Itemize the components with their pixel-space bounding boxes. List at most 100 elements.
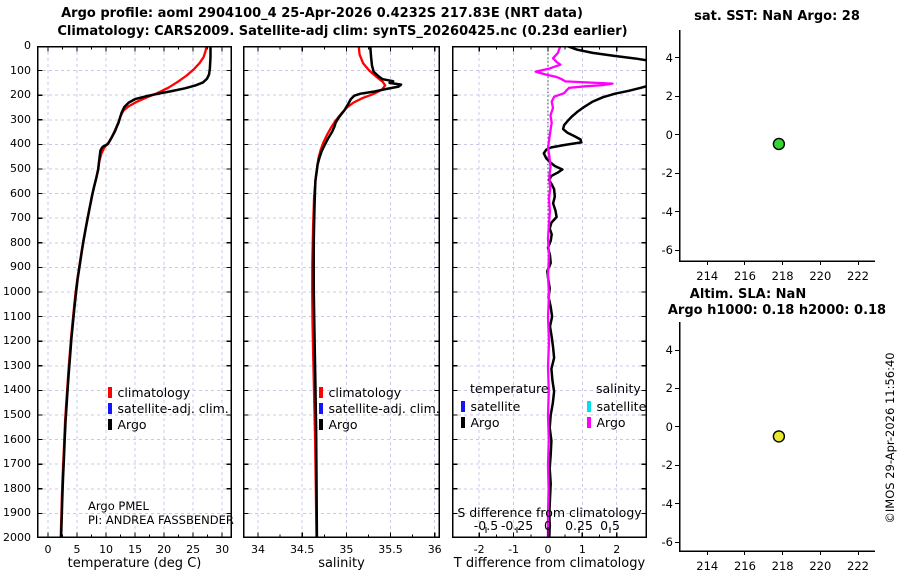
legend-item: Argo — [319, 416, 440, 432]
legend-swatch-argo — [319, 418, 323, 430]
tick-label: -4 — [661, 204, 673, 219]
axis-tick — [675, 95, 679, 97]
axis-tick — [675, 134, 679, 136]
difference-temperature-legend: temperature satellite Argo — [461, 381, 549, 430]
tick-label: 216 — [733, 559, 756, 573]
tick-label: -0.25 — [500, 518, 534, 533]
axis-tick — [744, 261, 746, 265]
temperature-profile-plot — [37, 46, 232, 538]
tick-label: 2 — [665, 381, 673, 396]
legend-item: satellite — [461, 398, 549, 414]
tick-label: 0 — [24, 39, 31, 52]
tick-label: 1300 — [3, 358, 31, 372]
tick-label: 900 — [10, 260, 31, 274]
axis-tick — [819, 551, 821, 555]
tick-label: -1 — [508, 543, 520, 556]
legend-item: satellite — [587, 398, 646, 414]
tick-label: 15 — [128, 543, 143, 556]
legend-label: satellite — [596, 398, 647, 414]
tick-label: -2 — [661, 458, 673, 473]
legend-swatch-satellite_adj — [461, 400, 465, 412]
pi-text: PI: ANDREA FASSBENDER — [88, 512, 234, 527]
legend-label: Argo — [117, 416, 147, 432]
tick-label: 600 — [10, 186, 31, 200]
tick-label: 1400 — [3, 383, 31, 397]
axis-tick — [819, 261, 821, 265]
legend-label: climatology — [117, 384, 191, 400]
legend-swatch-climatology — [108, 386, 112, 398]
sst-location-plot — [679, 30, 875, 262]
tick-label: 1700 — [3, 457, 31, 471]
tick-label: 1200 — [3, 334, 31, 348]
tick-label: 36 — [427, 543, 442, 556]
legend-item: Argo — [108, 416, 229, 432]
tick-label: -0.5 — [473, 518, 499, 533]
axis-tick — [706, 551, 708, 555]
imos-credit-text: ©IMOS 29-Apr-2026 11:56:40 — [883, 352, 897, 524]
axis-tick — [675, 57, 679, 59]
tick-label: 100 — [10, 63, 31, 77]
tick-label: 0.25 — [565, 518, 593, 533]
tick-label: 214 — [696, 559, 719, 573]
legend-item: climatology — [319, 384, 440, 400]
axis-tick — [675, 172, 679, 174]
legend-swatch-sal_satellite — [587, 400, 591, 412]
legend-label: satellite-adj. clim. — [117, 400, 229, 416]
sla-panel-title-line2: Argo h1000: 0.18 h2000: 0.18 — [667, 303, 887, 318]
temperature-axis-label: temperature (deg C) — [67, 556, 202, 571]
legend-label: climatology — [328, 384, 402, 400]
tick-label: 200 — [10, 88, 31, 102]
tick-label: 4 — [665, 343, 673, 358]
tick-label: 4 — [665, 50, 673, 65]
sla-location-plot — [679, 322, 875, 552]
tick-label: 5 — [73, 543, 81, 556]
axis-tick — [675, 426, 679, 428]
tick-label: 1500 — [3, 408, 31, 421]
tick-label: 2000 — [3, 531, 31, 544]
tick-label: 1900 — [3, 506, 31, 520]
legend-swatch-argo — [461, 416, 465, 428]
tick-label: 400 — [10, 137, 31, 151]
tick-label: 35.5 — [378, 543, 403, 556]
salinity-legend: climatology satellite-adj. clim. Argo — [319, 384, 440, 432]
legend-item: satellite-adj. clim. — [108, 400, 229, 416]
legend-item: satellite-adj. clim. — [319, 400, 440, 416]
axis-tick — [675, 211, 679, 213]
tick-label: 218 — [771, 269, 794, 283]
tick-label: 800 — [10, 235, 31, 249]
axis-tick — [857, 261, 859, 265]
legend-swatch-argo — [108, 418, 112, 430]
tick-label: 218 — [771, 559, 794, 573]
temperature-legend: climatology satellite-adj. clim. Argo — [108, 384, 229, 432]
axis-tick — [744, 551, 746, 555]
sla-panel-title-line1: Altim. SLA: NaN — [689, 287, 807, 302]
tick-label: 1100 — [3, 309, 31, 323]
tick-label: 222 — [847, 269, 869, 283]
tick-label: 1 — [578, 543, 586, 556]
tick-label: 0 — [544, 518, 552, 533]
tick-label: 0 — [544, 543, 552, 556]
tick-label: 20 — [157, 543, 172, 556]
axis-tick — [675, 541, 679, 543]
tick-label: 25 — [186, 543, 201, 556]
tick-label: 34 — [251, 543, 266, 556]
tick-label: 1000 — [3, 285, 31, 298]
tick-label: 0 — [665, 419, 673, 434]
tick-label: 214 — [696, 269, 719, 283]
argo-pmel-text: Argo PMEL — [88, 499, 149, 513]
s-difference-axis-label: S difference from climatology — [457, 505, 642, 520]
axis-tick — [706, 261, 708, 265]
axis-tick — [675, 387, 679, 389]
tick-label: 1800 — [3, 481, 31, 495]
figure-title-line1: Argo profile: aoml 2904100_4 25-Apr-2026… — [61, 6, 583, 21]
tick-label: -6 — [661, 535, 673, 550]
difference-salinity-legend: salinity satellite Argo — [587, 381, 646, 430]
legend-label: satellite — [470, 398, 521, 414]
tick-label: 0 — [44, 543, 52, 556]
axis-tick — [675, 349, 679, 351]
tick-label: 700 — [10, 211, 31, 225]
legend-swatch-sal_argo — [587, 416, 591, 428]
sst-panel-title: sat. SST: NaN Argo: 28 — [694, 9, 860, 24]
tick-label: 34.5 — [289, 543, 315, 556]
